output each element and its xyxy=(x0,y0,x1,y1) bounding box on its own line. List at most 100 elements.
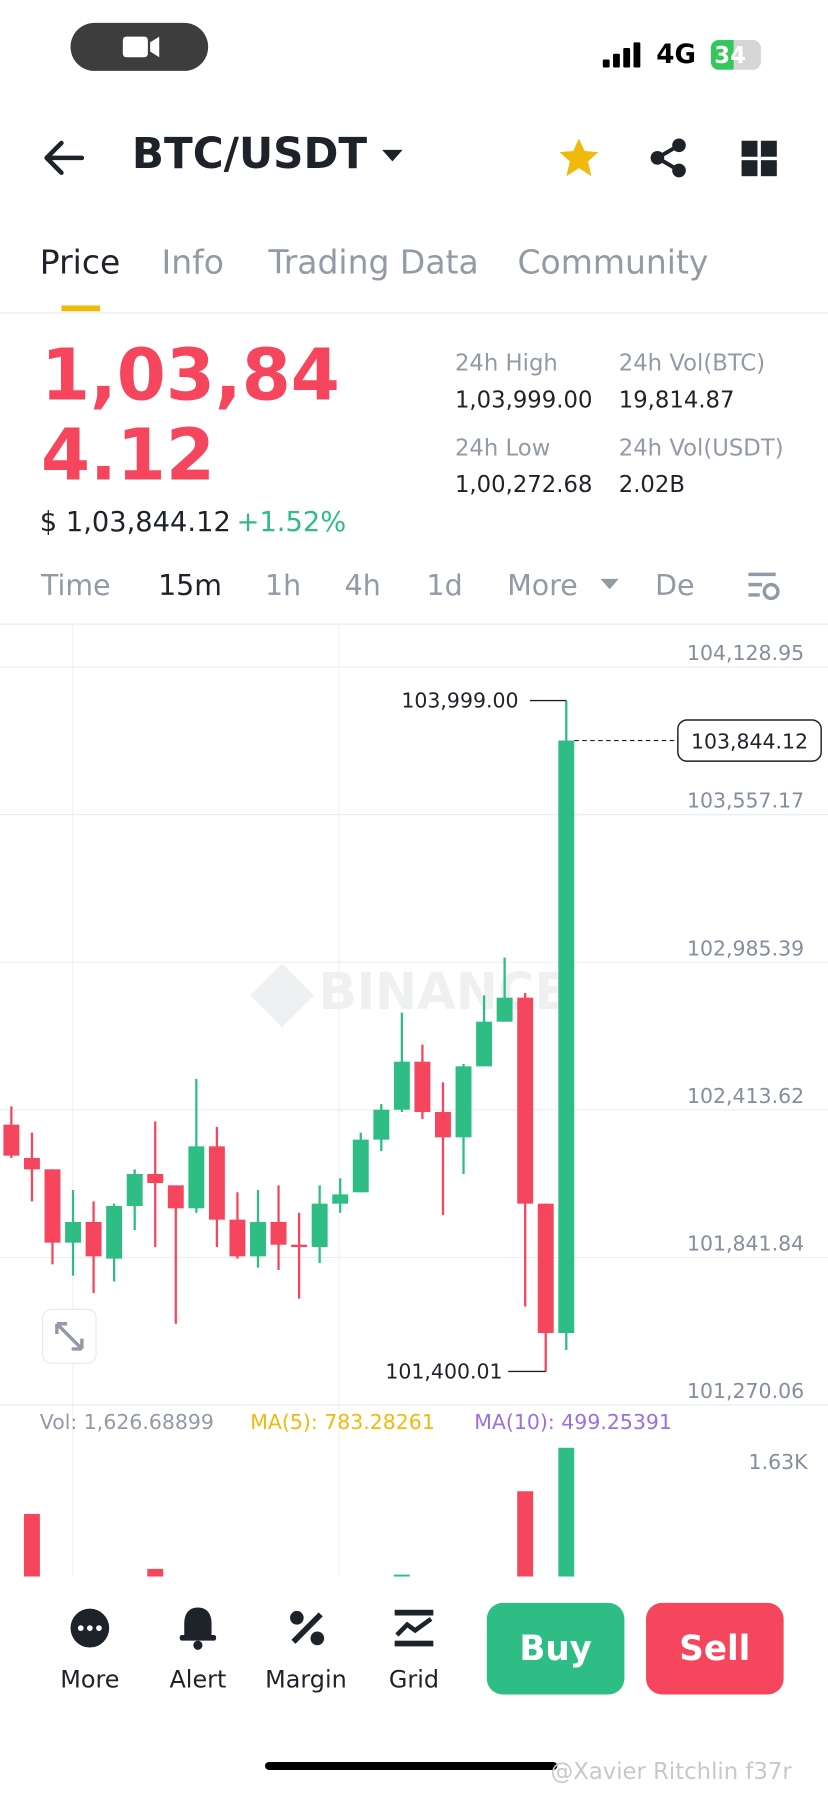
candle-body xyxy=(352,1139,369,1193)
interval[interactable]: More xyxy=(507,568,578,602)
candle-body xyxy=(517,997,534,1204)
pair-title[interactable]: BTC/USDT xyxy=(131,129,368,179)
y-tick-label: 101,270.06 xyxy=(687,1379,804,1403)
interval[interactable]: De xyxy=(655,568,695,602)
camera-pill xyxy=(70,22,209,71)
grid-icon[interactable] xyxy=(740,140,779,179)
candle-body xyxy=(558,740,575,1333)
divider xyxy=(0,623,828,625)
toolbar-label[interactable]: Margin xyxy=(265,1665,347,1694)
divider xyxy=(0,312,828,314)
interval[interactable]: Time xyxy=(40,568,111,602)
stat-label: 24h Vol(USDT) xyxy=(618,433,784,462)
candle-body xyxy=(537,1203,554,1333)
tab-underline xyxy=(60,305,100,312)
stat-label: 24h Vol(BTC) xyxy=(618,348,766,377)
more-icon[interactable] xyxy=(69,1608,110,1649)
tab[interactable]: Info xyxy=(161,242,224,282)
usd-price: $ 1,03,844.12 xyxy=(39,505,231,538)
y-tick-label: 101,841.84 xyxy=(687,1231,804,1255)
battery-level: 34 xyxy=(714,41,746,69)
volume-bar xyxy=(558,1447,575,1577)
volume-bar xyxy=(147,1568,164,1577)
pair-caret[interactable] xyxy=(380,146,405,164)
candle-body xyxy=(126,1173,143,1206)
low-label: 101,400.01 xyxy=(385,1359,502,1383)
stat-value: 2.02B xyxy=(618,470,685,498)
interval[interactable]: 1h xyxy=(265,568,302,602)
price-change: +1.52% xyxy=(236,505,347,538)
candle-body xyxy=(455,1066,472,1138)
sell-button[interactable]: Sell xyxy=(646,1602,784,1695)
y-tick-label: 104,128.95 xyxy=(687,641,804,665)
tab[interactable]: Trading Data xyxy=(268,242,479,282)
candle-body xyxy=(476,1021,493,1067)
candle-body xyxy=(85,1221,102,1257)
volume-bar xyxy=(393,1574,410,1577)
volume-bar xyxy=(517,1491,534,1577)
favorite-star[interactable] xyxy=(557,137,600,178)
signal-icon xyxy=(602,42,641,68)
candle-body xyxy=(291,1244,308,1248)
tab[interactable]: Community xyxy=(517,242,709,282)
volume-legend: MA(10): 499.25391 xyxy=(474,1410,672,1434)
last-price-box xyxy=(677,719,822,762)
network: 4G xyxy=(656,40,696,70)
share-icon[interactable] xyxy=(648,137,689,178)
grid-bot-icon[interactable] xyxy=(394,1608,435,1649)
candle-body xyxy=(311,1203,328,1248)
expand-button[interactable] xyxy=(42,1308,97,1364)
candle-body xyxy=(393,1061,410,1110)
volume-legend: Vol: 1,626.68899 xyxy=(40,1410,214,1434)
interval[interactable]: 4h xyxy=(344,568,381,602)
y-tick-label: 102,985.39 xyxy=(687,936,804,960)
toolbar-label[interactable]: Alert xyxy=(169,1665,227,1694)
last-price-label: 103,844.12 xyxy=(691,730,808,754)
candle-body xyxy=(167,1185,184,1209)
candle-body xyxy=(208,1146,225,1220)
tab[interactable]: Price xyxy=(39,242,121,282)
camera-icon xyxy=(122,36,160,58)
y-tick-label: 103,557.17 xyxy=(687,789,804,813)
back-button[interactable] xyxy=(41,135,89,181)
stat-value: 1,00,272.68 xyxy=(454,470,593,498)
candle-body xyxy=(270,1221,287,1245)
candle-body xyxy=(332,1194,349,1204)
battery: 34 xyxy=(710,40,761,70)
interval[interactable]: 1d xyxy=(426,568,463,602)
more-caret[interactable] xyxy=(599,578,619,592)
candle-body xyxy=(414,1061,431,1113)
margin-icon[interactable] xyxy=(287,1608,328,1649)
home-indicator xyxy=(265,1761,558,1770)
candle-body xyxy=(147,1173,164,1184)
candle-body xyxy=(188,1146,205,1209)
watermark: @Xavier Ritchlin f37r xyxy=(550,1757,792,1785)
candle-body xyxy=(250,1221,266,1257)
volume-tick-label: 1.63K xyxy=(749,1450,809,1474)
stat-value: 19,814.87 xyxy=(618,385,735,414)
candle-body xyxy=(3,1124,20,1156)
volume-legend: MA(5): 783.28261 xyxy=(250,1410,435,1434)
buy-button[interactable]: Buy xyxy=(486,1602,625,1695)
candle-body xyxy=(496,997,513,1022)
candle-body xyxy=(229,1219,246,1257)
candle-body xyxy=(44,1169,61,1243)
toolbar-label[interactable]: Grid xyxy=(388,1665,440,1694)
chart-settings[interactable] xyxy=(746,570,782,604)
stat-label: 24h Low xyxy=(454,433,551,462)
candle-body xyxy=(373,1109,390,1140)
y-tick-label: 102,413.62 xyxy=(687,1084,804,1108)
stat-label: 24h High xyxy=(454,348,558,377)
candle-body xyxy=(65,1221,81,1243)
candle-body xyxy=(435,1112,451,1138)
candle-body xyxy=(106,1205,123,1259)
volume-bar xyxy=(23,1513,40,1577)
high-label: 103,999.00 xyxy=(401,688,518,712)
interval[interactable]: 15m xyxy=(158,568,222,602)
alert-icon[interactable] xyxy=(177,1605,218,1651)
toolbar-label[interactable]: More xyxy=(60,1665,120,1694)
stat-value: 1,03,999.00 xyxy=(454,385,593,414)
